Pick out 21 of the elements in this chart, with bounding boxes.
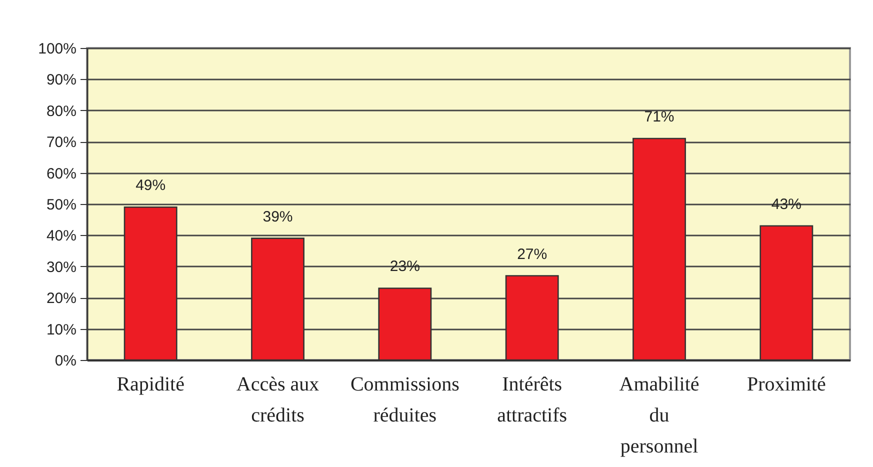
y-tick-label: 40% <box>46 228 76 245</box>
y-tick-label: 60% <box>46 165 76 182</box>
x-tick-label: Proximité <box>746 374 826 396</box>
data-label: 71% <box>644 108 674 126</box>
y-tick-label: 0% <box>54 352 76 370</box>
y-tick-label: 20% <box>46 290 76 308</box>
x-tick-label: Commissions réduites <box>350 374 460 426</box>
y-tick-label: 30% <box>46 258 76 276</box>
y-tick-label: 90% <box>46 72 76 89</box>
x-tick-label: Rapidité <box>116 374 185 396</box>
y-tick-label: 10% <box>46 321 76 338</box>
y-tick-label: 50% <box>46 196 76 214</box>
data-label: 27% <box>517 246 548 263</box>
y-tick-label: 100% <box>38 40 76 58</box>
x-tick-label: Intérêts attractifs <box>497 374 568 426</box>
data-label: 39% <box>262 208 293 226</box>
x-tick-label: Amabilité du personnel <box>619 374 700 458</box>
data-label: 49% <box>136 177 166 194</box>
x-tick-label: Accès aux crédits <box>236 374 320 426</box>
y-tick-label: 80% <box>46 102 76 120</box>
y-tick-label: 70% <box>46 134 76 152</box>
